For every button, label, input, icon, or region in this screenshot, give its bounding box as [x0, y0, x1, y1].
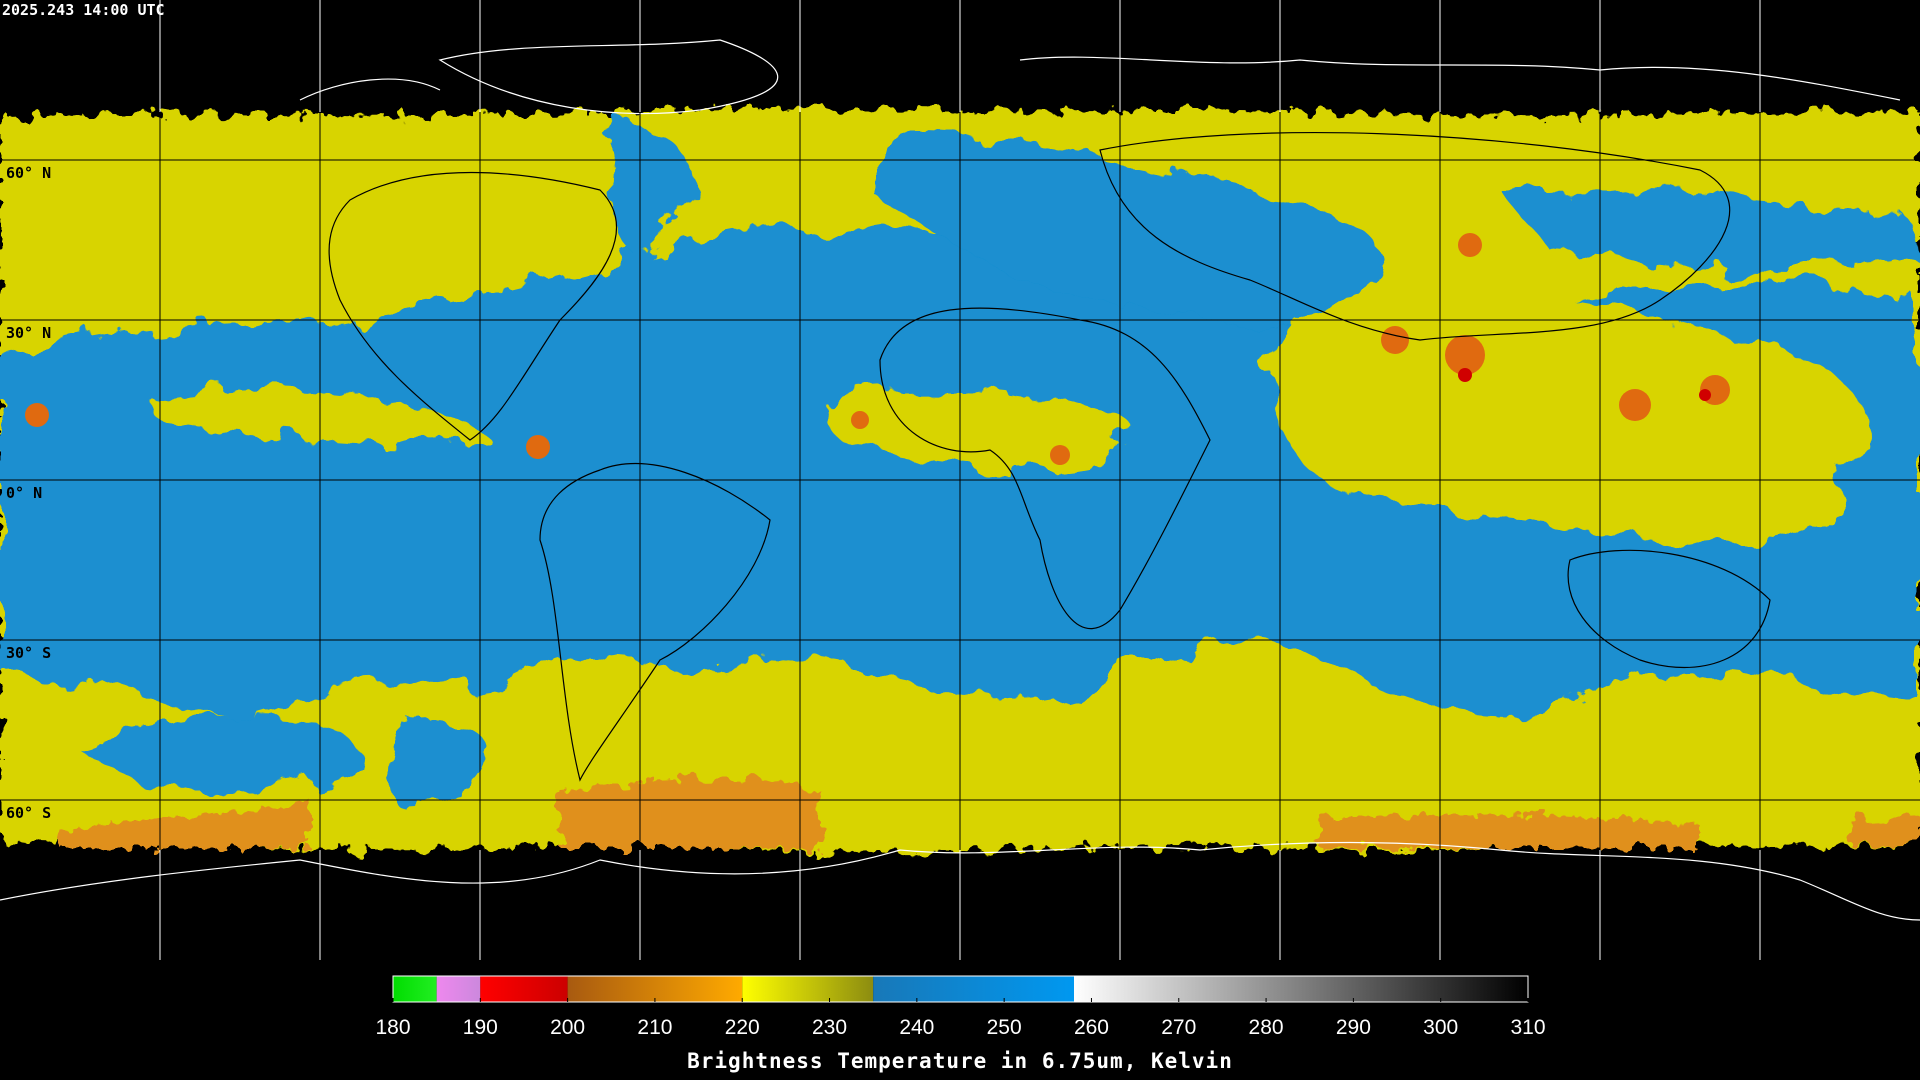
storm-cell — [526, 435, 550, 459]
colorbar-segment — [393, 976, 437, 1002]
dry-region — [606, 119, 700, 261]
latitude-label: 30° S — [6, 644, 51, 662]
latitude-label: 60° S — [6, 804, 51, 822]
cold-band — [60, 778, 1920, 848]
latitude-label: 30° N — [6, 324, 51, 342]
colorbar-tick-label: 220 — [725, 1016, 760, 1039]
storm-cell — [25, 403, 49, 427]
colorbar-segment — [567, 976, 743, 1002]
colorbar-tick-label: 190 — [463, 1016, 498, 1039]
coastline — [879, 307, 1211, 630]
colorbar-tick-label: 230 — [812, 1016, 847, 1039]
dry-region — [80, 716, 487, 812]
graticule — [159, 0, 1761, 960]
colorbar-tick-label: 280 — [1249, 1016, 1284, 1039]
colorbar-tick-label: 290 — [1336, 1016, 1371, 1039]
storm-cell — [1381, 326, 1409, 354]
dry-region — [880, 137, 1390, 324]
colorbar-tick-label: 300 — [1423, 1016, 1458, 1039]
coastline — [328, 171, 618, 441]
colorbar-tick-label: 270 — [1161, 1016, 1196, 1039]
colorbar-frame — [392, 975, 1529, 1003]
dry-region — [1500, 187, 1920, 269]
colorbar-segment — [873, 976, 1074, 1002]
colorbar-tick-label: 260 — [1074, 1016, 1109, 1039]
storm-core — [1458, 368, 1472, 382]
storm-cell — [1619, 389, 1651, 421]
colorbar-segment — [480, 976, 568, 1002]
colorbar-tick-label: 200 — [550, 1016, 585, 1039]
storm-core — [1699, 389, 1711, 401]
colorbar-tick-label: 240 — [899, 1016, 934, 1039]
convection — [1267, 290, 1861, 545]
timestamp: 2025.243 14:00 UTC — [2, 1, 165, 19]
storm-cell — [851, 411, 869, 429]
coastline — [539, 463, 771, 782]
colorbar-segment — [436, 976, 481, 1002]
colorbar-title: Brightness Temperature in 6.75um, Kelvin — [687, 1049, 1233, 1073]
colorbar: 180 190 200 210 220 230 240 250 260 270 280 290 300 3… — [375, 975, 1546, 1039]
coastline — [0, 841, 1920, 921]
colorbar-tick-label: 310 — [1510, 1016, 1545, 1039]
colorbar-tick-label: 250 — [987, 1016, 1022, 1039]
storm-cell — [1445, 335, 1485, 375]
latitude-label: 0° N — [6, 484, 42, 502]
coastline — [1567, 549, 1771, 668]
latitude-label: 60° N — [6, 164, 51, 182]
storm-cell — [1458, 233, 1482, 257]
colorbar-tick-label: 210 — [637, 1016, 672, 1039]
colorbar-segment — [742, 976, 874, 1002]
coastline — [438, 39, 779, 115]
convection — [150, 389, 486, 446]
coastline — [299, 56, 1901, 101]
map: 60° N 30° N 0° N 30° S 60° S — [0, 0, 1920, 960]
coastline — [1099, 131, 1731, 341]
colorbar-tick-label: 180 — [375, 1016, 410, 1039]
colorbar-segment — [1074, 976, 1528, 1002]
storm-cell — [1050, 445, 1070, 465]
